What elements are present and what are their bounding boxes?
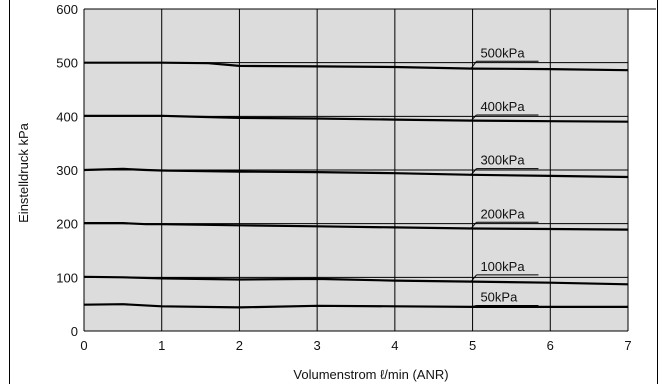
y-tick-label: 200 <box>56 217 78 232</box>
x-tick-label: 0 <box>80 338 87 353</box>
series-label-50kPa: 50kPa <box>480 289 518 304</box>
x-tick-label: 7 <box>624 338 631 353</box>
x-tick-label: 3 <box>314 338 321 353</box>
series-line-500kPa <box>84 61 629 72</box>
y-tick-label: 500 <box>56 56 78 71</box>
series-label-500kPa: 500kPa <box>480 45 525 60</box>
series-label-200kPa: 200kPa <box>480 206 525 221</box>
label-leader <box>470 274 477 282</box>
label-leader <box>470 168 477 176</box>
x-axis-label: Volumenstrom ℓ/min (ANR) <box>293 367 448 382</box>
x-tick-label: 5 <box>469 338 476 353</box>
label-leader <box>470 114 477 121</box>
series-line-200kPa <box>84 222 629 231</box>
y-tick-label: 600 <box>56 2 78 17</box>
left-frame-border <box>9 0 10 384</box>
y-tick-label: 100 <box>56 270 78 285</box>
x-tick-label: 6 <box>547 338 554 353</box>
series-label-300kPa: 300kPa <box>480 153 525 168</box>
x-tick-label: 4 <box>391 338 398 353</box>
series-line-300kPa <box>83 167 629 179</box>
series-line-100kPa <box>83 275 629 286</box>
label-leader <box>470 61 477 69</box>
x-tick-label: 1 <box>158 338 165 353</box>
y-axis-label: Einstelldruck kPa <box>16 122 31 222</box>
series-label-400kPa: 400kPa <box>480 99 525 114</box>
y-tick-label: 400 <box>56 109 78 124</box>
series-label-100kPa: 100kPa <box>480 259 525 274</box>
series-line-400kPa <box>84 114 629 123</box>
label-leader <box>470 221 477 229</box>
y-tick-label: 0 <box>71 324 78 339</box>
y-tick-label: 300 <box>56 163 78 178</box>
x-tick-label: 2 <box>236 338 243 353</box>
series-line-50kPa <box>83 303 628 309</box>
label-leader <box>470 304 477 308</box>
